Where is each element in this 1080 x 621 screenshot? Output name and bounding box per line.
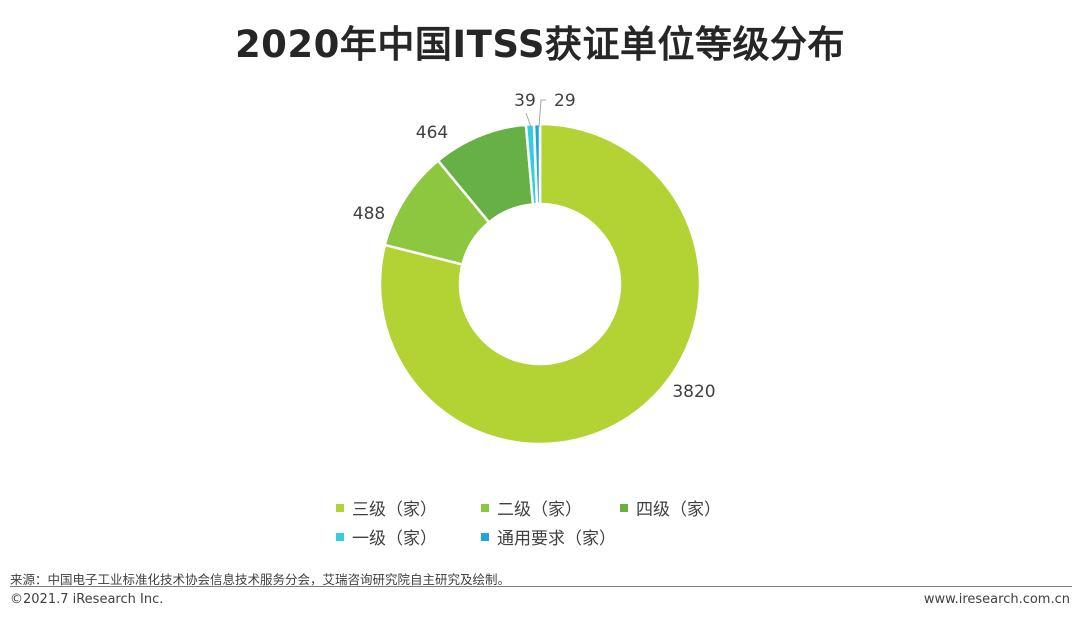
chart-title: 2020年中国ITSS获证单位等级分布 xyxy=(234,23,846,66)
data-label: 488 xyxy=(353,204,385,224)
data-label: 464 xyxy=(416,123,448,143)
footer-divider xyxy=(10,586,1072,587)
data-label: 29 xyxy=(554,91,576,111)
donut-slice xyxy=(378,122,702,446)
source-note: 来源：中国电子工业标准化技术协会信息技术服务分会，艾瑞咨询研究院自主研究及绘制。 xyxy=(10,572,511,587)
donut-slice xyxy=(532,122,542,206)
label-leader-line xyxy=(538,99,546,128)
website-link[interactable]: www.iresearch.com.cn xyxy=(923,592,1070,607)
data-label: 39 xyxy=(514,91,536,111)
copyright-text: ©2021.7 iResearch Inc. xyxy=(10,592,164,607)
label-leader-line xyxy=(525,112,532,128)
data-label: 3820 xyxy=(672,382,715,402)
